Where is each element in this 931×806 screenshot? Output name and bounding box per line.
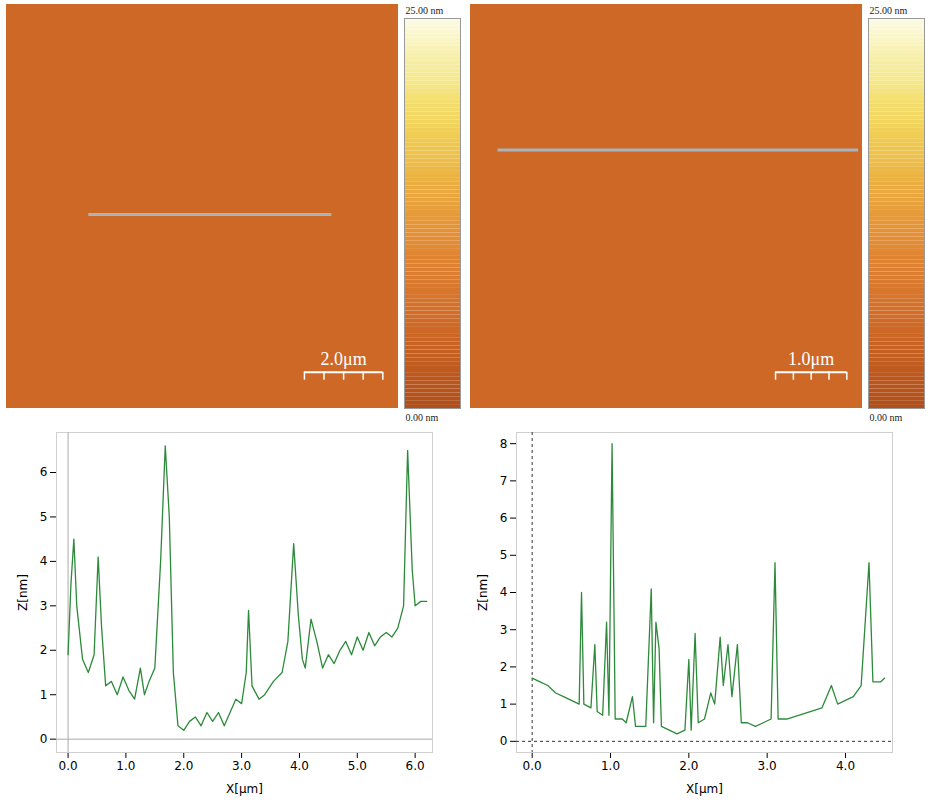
svg-text:25.00 nm: 25.00 nm [406,5,444,16]
svg-text:6.0: 6.0 [406,759,425,773]
svg-text:0.00 nm: 0.00 nm [870,412,903,423]
svg-text:3: 3 [40,599,48,613]
svg-text:4.0: 4.0 [836,759,855,773]
svg-text:7: 7 [500,474,508,488]
svg-text:2.0: 2.0 [174,759,193,773]
svg-text:6: 6 [40,465,48,479]
svg-text:4: 4 [40,554,48,568]
svg-text:6: 6 [500,511,508,525]
svg-text:2: 2 [40,643,48,657]
svg-text:2.0: 2.0 [679,759,698,773]
svg-text:Z[nm]: Z[nm] [16,574,30,611]
svg-text:1.0: 1.0 [116,759,135,773]
svg-text:0.0: 0.0 [523,759,542,773]
svg-text:0: 0 [500,734,508,748]
svg-text:1: 1 [500,697,508,711]
svg-text:1.0: 1.0 [601,759,620,773]
svg-text:X[μm]: X[μm] [226,782,263,796]
svg-text:4: 4 [500,585,508,599]
svg-text:1: 1 [40,688,48,702]
svg-text:0.0: 0.0 [59,759,78,773]
svg-text:5: 5 [40,510,48,524]
svg-text:5: 5 [500,548,508,562]
svg-text:2.0μm: 2.0μm [321,349,367,369]
svg-text:25.00 nm: 25.00 nm [870,5,908,16]
svg-text:1.0μm: 1.0μm [788,349,834,369]
svg-text:X[μm]: X[μm] [686,782,723,796]
svg-text:2: 2 [500,660,508,674]
svg-text:3: 3 [500,623,508,637]
svg-text:8: 8 [500,437,508,451]
svg-text:3.0: 3.0 [758,759,777,773]
svg-text:0.00 nm: 0.00 nm [406,412,439,423]
svg-text:Z[nm]: Z[nm] [476,574,490,611]
svg-text:3.0: 3.0 [232,759,251,773]
svg-text:4.0: 4.0 [290,759,309,773]
svg-text:5.0: 5.0 [348,759,367,773]
svg-text:0: 0 [40,732,48,746]
